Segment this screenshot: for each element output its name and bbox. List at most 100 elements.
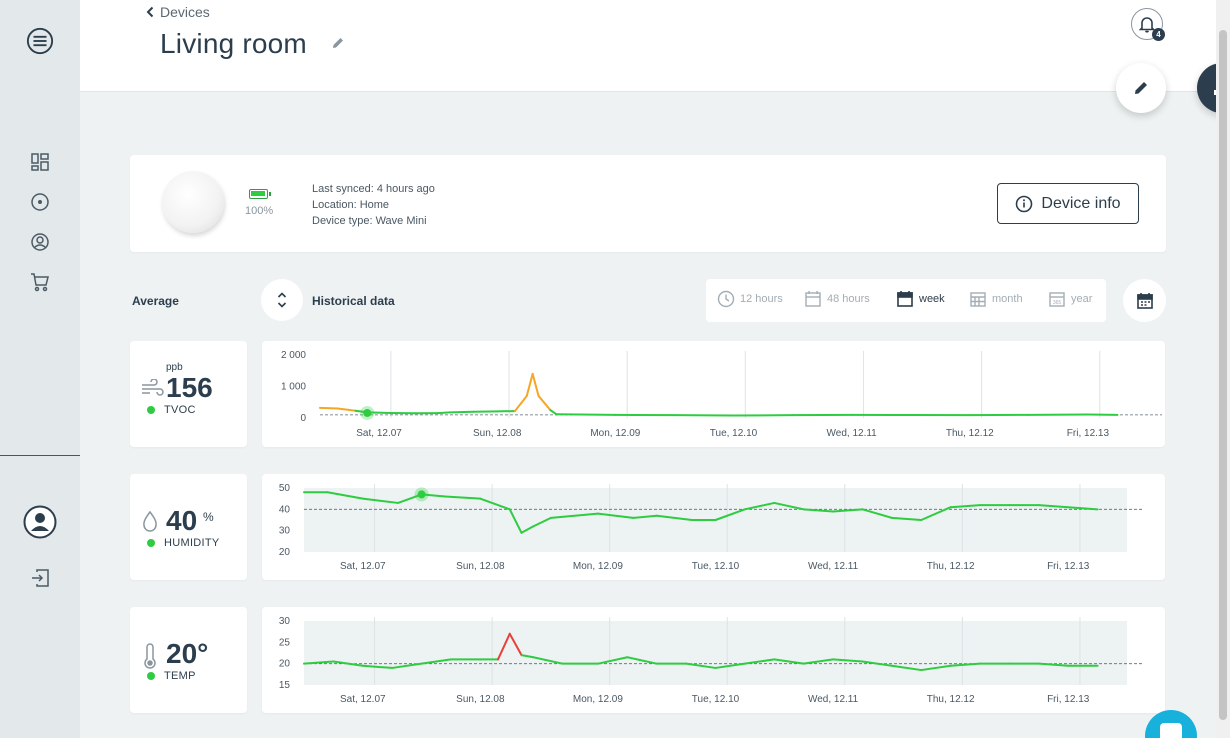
series-segment: [496, 632, 511, 661]
x-tick-label: Mon, 12.09: [590, 428, 640, 439]
scrollbar-thumb[interactable]: [1219, 30, 1227, 720]
y-tick-label: 20: [279, 547, 291, 558]
x-tick-label: Wed, 12.11: [808, 694, 859, 705]
period-48-hours[interactable]: 48 hours: [804, 290, 870, 308]
sort-toggle-button[interactable]: [261, 279, 303, 321]
period-year[interactable]: 365 year: [1048, 290, 1092, 308]
chart-card-temp: 30 25 20 15 Sat, 12.07 Sun, 12.08 Mon, 12.09 Tu…: [262, 607, 1165, 713]
profile-icon[interactable]: [23, 505, 57, 539]
average-label: Average: [132, 294, 179, 308]
device-info-button[interactable]: Device info: [997, 183, 1139, 224]
historical-data-label: Historical data: [312, 294, 395, 308]
last-synced: Last synced: 4 hours ago: [312, 183, 435, 195]
sort-chevrons-icon: [277, 292, 287, 308]
period-label: week: [919, 293, 945, 305]
dashboard-icon[interactable]: [26, 148, 54, 176]
series-segment: [802, 508, 835, 513]
temp-chart: 30 25 20 15 Sat, 12.07 Sun, 12.08 Mon, 12.09 Tu…: [279, 616, 1142, 705]
pencil-icon: [1135, 82, 1147, 94]
sidebar-divider: [0, 455, 80, 456]
calendar-year-icon: 365: [1049, 292, 1065, 307]
series-segment: [920, 664, 952, 672]
series-segment: [537, 394, 552, 412]
series-segment: [437, 411, 451, 415]
sidebar: [0, 0, 80, 738]
series-segment: [532, 516, 552, 528]
metric-card-temp[interactable]: 20° TEMP: [130, 607, 247, 713]
data-marker[interactable]: [363, 408, 372, 417]
period-label: month: [992, 293, 1023, 305]
y-tick-label: 30: [279, 616, 291, 627]
series-segment: [444, 495, 482, 500]
x-tick-label: Sat, 12.07: [340, 694, 386, 705]
series-segment: [773, 501, 805, 511]
calendar-icon: [1136, 292, 1153, 309]
series-segment: [949, 662, 982, 667]
series-segment: [743, 501, 776, 511]
devices-icon[interactable]: [26, 188, 54, 216]
metric-label: TEMP: [164, 670, 196, 682]
edit-button[interactable]: [1116, 63, 1166, 113]
chart-card-tvoc: 2 000 1 000 0 Sat, 12.07 Sun, 12.08 Mon, 12.0…: [262, 341, 1165, 447]
y-tick-label: 30: [279, 526, 291, 537]
series-segment: [319, 406, 339, 410]
period-label: year: [1071, 293, 1093, 305]
x-tick-label: Sun, 12.08: [473, 428, 522, 439]
metric-card-tvoc[interactable]: ppb 156 TVOC: [130, 341, 247, 447]
metric-value: 156: [166, 372, 213, 403]
series-segment: [773, 658, 805, 665]
x-tick-label: Thu, 12.12: [946, 428, 994, 439]
x-tick-label: Tue, 12.10: [692, 694, 740, 705]
logout-icon[interactable]: [26, 564, 54, 592]
series-segment: [397, 493, 423, 504]
humidity-chart: 50 40 30 20 Sat, 12.07 Sun, 12.08 Mon, 12.09 Tu…: [279, 483, 1142, 572]
period-month[interactable]: month: [969, 290, 1023, 308]
series-segment: [743, 658, 776, 665]
x-tick-label: Sun, 12.08: [456, 694, 505, 705]
y-tick-label: 50: [279, 483, 291, 494]
x-tick-label: Mon, 12.09: [573, 561, 623, 572]
battery-percentage: 100%: [245, 205, 274, 217]
calendar-icon: [805, 291, 821, 307]
period-12-hours[interactable]: 12 hours: [717, 290, 783, 308]
series-segment: [448, 410, 475, 414]
calendar-button[interactable]: [1123, 279, 1166, 322]
series-segment: [920, 506, 952, 521]
series-segment: [802, 658, 835, 665]
device-type: Device type: Wave Mini: [312, 215, 427, 227]
breadcrumb[interactable]: Devices: [146, 4, 210, 20]
scrollbar[interactable]: [1216, 0, 1230, 738]
cart-icon[interactable]: [26, 268, 54, 296]
series-segment: [685, 662, 717, 669]
x-tick-label: Sat, 12.07: [356, 428, 402, 439]
plot-area: [304, 621, 1127, 685]
period-week[interactable]: week: [896, 290, 945, 308]
device-meta: Last synced: 4 hours ago Location: Home …: [312, 181, 435, 229]
x-tick-label: Mon, 12.09: [573, 694, 623, 705]
series-segment: [508, 508, 523, 534]
metric-unit: %: [203, 510, 214, 524]
series-segment: [508, 632, 523, 657]
breadcrumb-devices[interactable]: Devices: [160, 4, 210, 20]
wind-icon: [140, 378, 164, 404]
notification-count-badge: 4: [1152, 28, 1165, 41]
x-tick-label: Tue, 12.10: [710, 428, 758, 439]
series-segment: [890, 664, 923, 672]
data-marker[interactable]: [417, 490, 426, 499]
menu-icon[interactable]: [26, 27, 54, 55]
series-segment: [1037, 662, 1070, 667]
metric-card-humidity[interactable]: 40 % HUMIDITY: [130, 474, 247, 580]
series-segment: [332, 660, 364, 667]
chart-card-humidity: 50 40 30 20 Sat, 12.07 Sun, 12.08 Mon, 12.09 Tu…: [262, 474, 1165, 580]
metric-value: 20°: [166, 638, 209, 669]
edit-title-icon[interactable]: [331, 36, 345, 55]
chat-button[interactable]: [1145, 710, 1197, 738]
account-icon[interactable]: [26, 228, 54, 256]
metric-value: 40: [166, 505, 198, 536]
chat-icon: [1160, 723, 1182, 738]
thermometer-icon: [140, 643, 160, 674]
device-image: [162, 171, 224, 233]
x-tick-label: Fri, 12.13: [1067, 428, 1110, 439]
x-tick-label: Fri, 12.13: [1047, 561, 1090, 572]
series-segment: [655, 514, 693, 521]
